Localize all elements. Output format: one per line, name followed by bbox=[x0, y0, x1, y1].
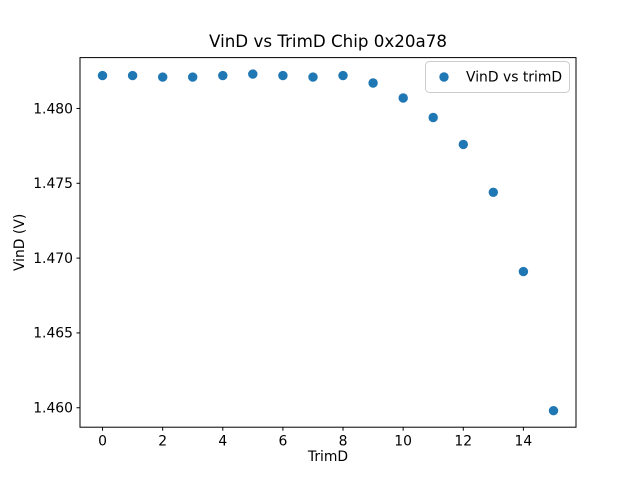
x-axis-ticks: 0 2 4 6 8 10 12 14 bbox=[98, 427, 532, 450]
data-point bbox=[518, 266, 529, 277]
data-point bbox=[428, 112, 438, 123]
x-tick-label: 0 bbox=[98, 434, 107, 450]
data-point bbox=[308, 72, 318, 82]
y-tick-label: 1.480 bbox=[33, 101, 73, 117]
y-axis-ticks: 1.460 1.465 1.470 1.475 1.480 bbox=[33, 101, 80, 417]
x-tick-label: 10 bbox=[394, 434, 412, 450]
legend: VinD vs trimD bbox=[425, 61, 570, 93]
data-point bbox=[368, 78, 378, 88]
data-point bbox=[458, 139, 468, 150]
data-point bbox=[338, 70, 348, 81]
y-tick-label: 1.460 bbox=[33, 401, 73, 417]
data-point bbox=[488, 187, 498, 197]
y-tick-label: 1.470 bbox=[33, 251, 73, 267]
x-tick-label: 4 bbox=[218, 434, 227, 450]
x-tick-label: 8 bbox=[339, 434, 348, 450]
data-point bbox=[218, 70, 228, 81]
data-point bbox=[158, 72, 168, 82]
data-point bbox=[248, 69, 258, 79]
legend-label: VinD vs trimD bbox=[466, 70, 562, 86]
x-tick-label: 14 bbox=[515, 434, 533, 450]
y-axis-label: VinD (V) bbox=[12, 214, 28, 271]
x-tick-label: 12 bbox=[454, 434, 472, 450]
y-tick-label: 1.475 bbox=[33, 176, 73, 192]
chart-title: VinD vs TrimD Chip 0x20a78 bbox=[209, 31, 447, 51]
legend-marker-icon bbox=[439, 72, 449, 82]
data-point bbox=[97, 70, 108, 81]
axes-frame bbox=[79, 57, 577, 428]
data-point bbox=[548, 406, 559, 416]
data-point bbox=[188, 72, 198, 82]
data-point bbox=[278, 70, 288, 81]
data-point bbox=[398, 93, 408, 103]
legend-box bbox=[425, 61, 570, 93]
x-axis-label: TrimD bbox=[307, 449, 348, 465]
x-tick-label: 2 bbox=[158, 434, 167, 450]
data-point bbox=[127, 70, 138, 81]
y-tick-label: 1.465 bbox=[33, 326, 73, 342]
x-tick-label: 6 bbox=[278, 434, 287, 450]
scatter-points bbox=[97, 69, 559, 416]
